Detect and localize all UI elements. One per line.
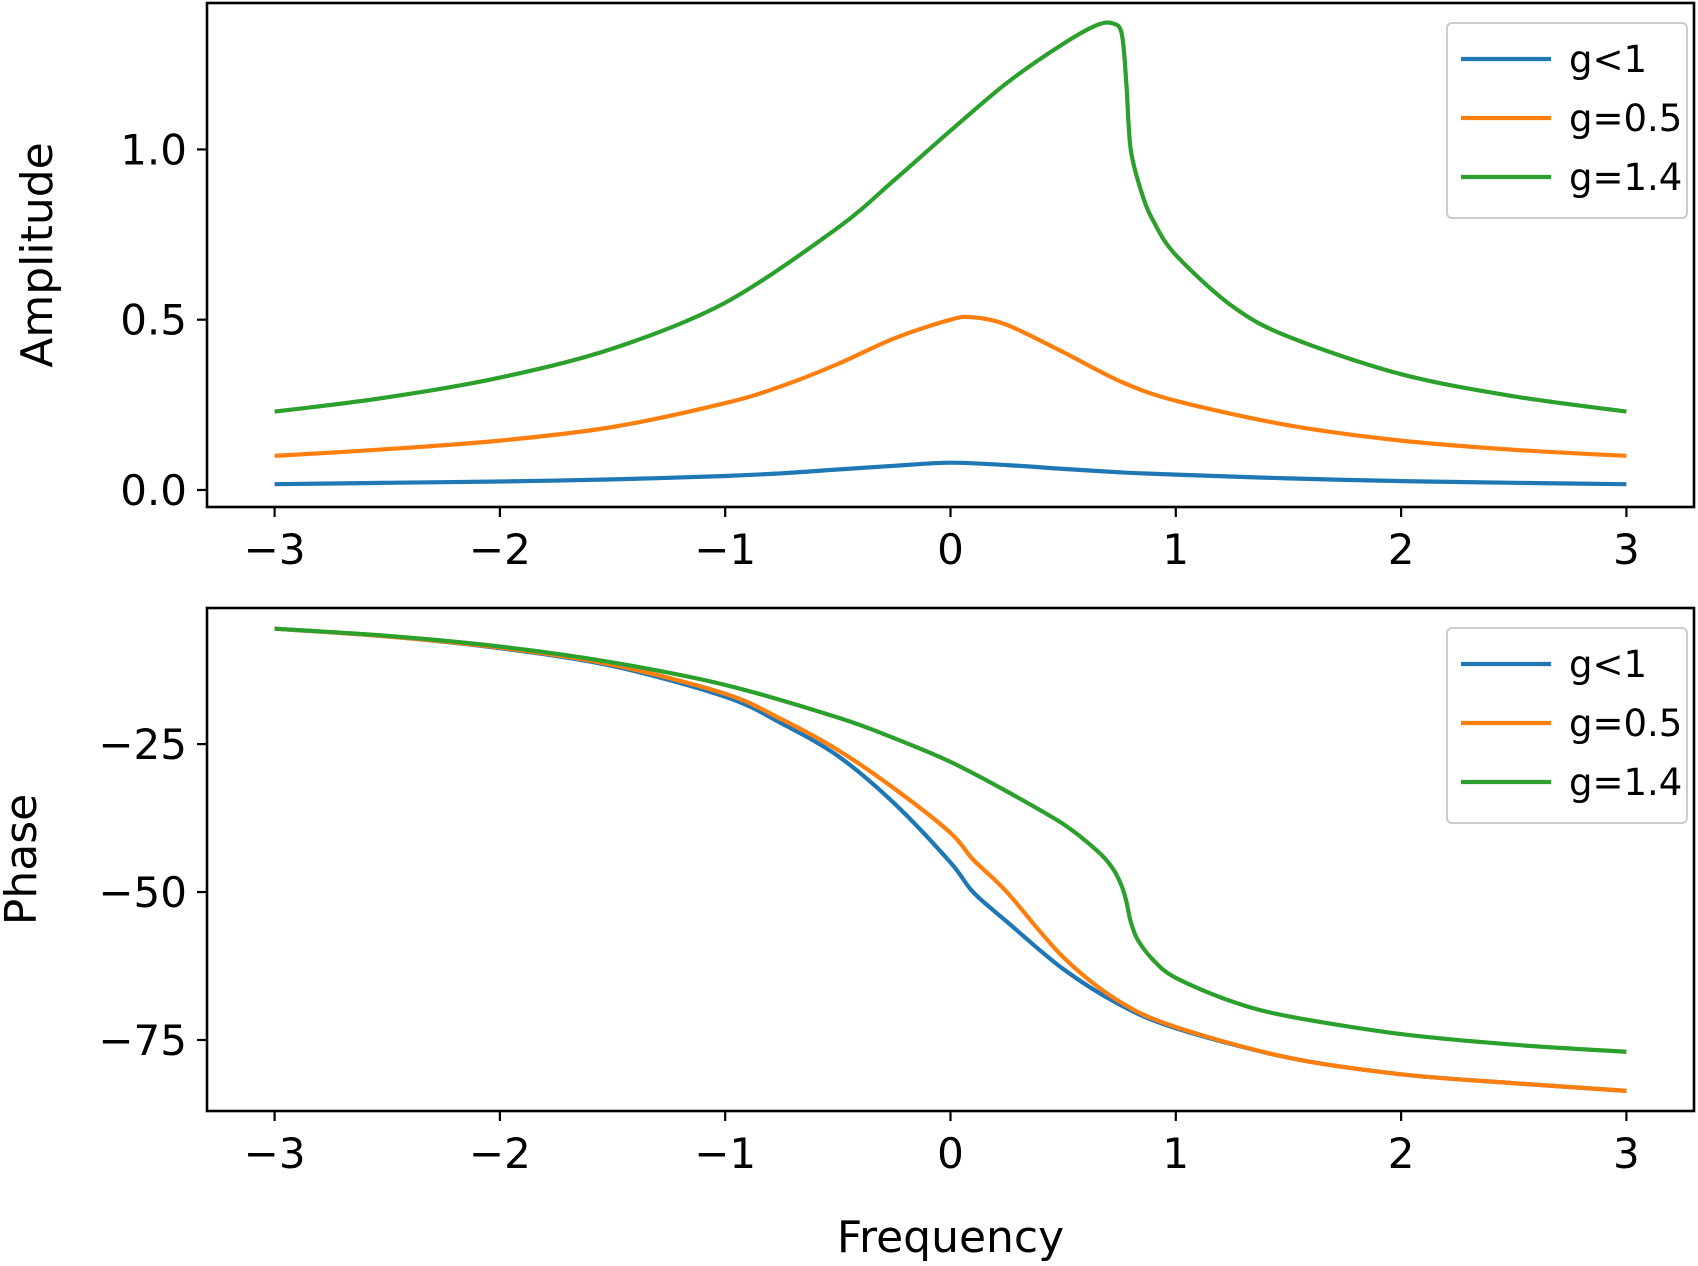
amplitude-panel: −3 −2 −1 0 1 2 3 0.0 0.5 1.0 Amplitude g<1 g=0.5 g=1.… — [12, 1, 1696, 574]
x-tick-label: 2 — [1388, 525, 1415, 574]
x-axis-label: Frequency — [837, 1212, 1064, 1263]
legend-box — [1446, 627, 1688, 824]
x-tick-label: −2 — [469, 525, 531, 574]
legend-label-1: g<1 — [1569, 38, 1647, 81]
x-tick-label: −1 — [694, 1129, 756, 1178]
series-line-3 — [274, 20, 1627, 414]
legend-box — [1446, 22, 1688, 219]
x-tick-label: −3 — [244, 525, 306, 574]
series-line-3 — [274, 626, 1627, 1054]
series-line-1 — [274, 460, 1627, 487]
y-tick-label: −50 — [98, 868, 187, 917]
series-line-1 — [274, 626, 1627, 1093]
y-axis-label: Phase — [0, 794, 47, 925]
legend-label-2: g=0.5 — [1569, 702, 1682, 745]
y-tick-label: 1.0 — [120, 125, 187, 174]
legend: g<1 g=0.5 g=1.4 — [1446, 22, 1688, 219]
x-tick-label: 2 — [1388, 1129, 1415, 1178]
y-tick-label: 0.0 — [120, 466, 187, 515]
y-tick-label: 0.5 — [120, 296, 187, 345]
legend-label-2: g=0.5 — [1569, 97, 1682, 140]
x-tick-label: −3 — [244, 1129, 306, 1178]
legend-label-3: g=1.4 — [1569, 156, 1682, 199]
legend-label-3: g=1.4 — [1569, 761, 1682, 804]
legend-label-1: g<1 — [1569, 643, 1647, 686]
x-tick-label: 1 — [1162, 525, 1189, 574]
y-tick-label: −25 — [98, 720, 187, 769]
x-tick-label: 0 — [937, 1129, 964, 1178]
series-line-2 — [274, 314, 1627, 458]
x-tick-label: 1 — [1162, 1129, 1189, 1178]
y-axis-label: Amplitude — [12, 142, 63, 367]
x-tick-label: −2 — [469, 1129, 531, 1178]
legend: g<1 g=0.5 g=1.4 — [1446, 627, 1688, 824]
x-tick-label: 0 — [937, 525, 964, 574]
phase-panel: −3 −2 −1 0 1 2 3 −25 −50 −75 Phase Frequency g<1 g=0.… — [0, 606, 1696, 1263]
y-tick-label: −75 — [98, 1016, 187, 1065]
x-tick-label: −1 — [694, 525, 756, 574]
x-tick-label: 3 — [1613, 1129, 1640, 1178]
x-tick-label: 3 — [1613, 525, 1640, 574]
